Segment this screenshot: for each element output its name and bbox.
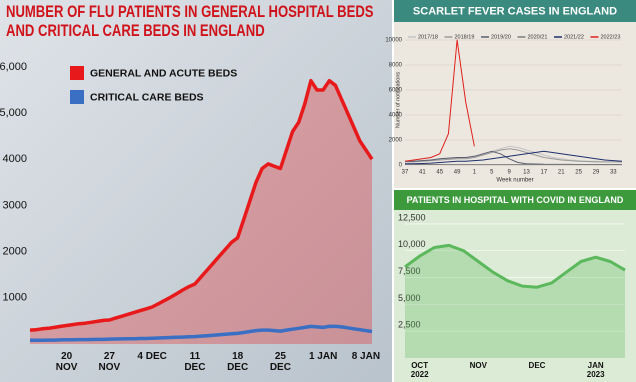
line bbox=[29, 78, 374, 332]
x-tick-label: 41 bbox=[419, 170, 426, 176]
x-tick-label: 1 JAN bbox=[308, 351, 338, 362]
area bbox=[30, 80, 372, 344]
y-tick-label: 0 bbox=[399, 163, 403, 169]
legend-label: GENERAL AND ACUTE BEDS bbox=[90, 67, 237, 79]
x-tick-label: 11 DEC bbox=[184, 351, 206, 373]
x-tick-label: 9 bbox=[507, 170, 511, 176]
x-tick-label: 25 bbox=[575, 170, 582, 176]
y-tick-label: 3000 bbox=[3, 199, 27, 211]
legend-label: 2018/19 bbox=[455, 34, 475, 40]
x-tick-label: 29 bbox=[593, 170, 600, 176]
line bbox=[405, 150, 623, 165]
legend-label: 2020/21 bbox=[528, 34, 548, 40]
x-tick-label: DEC bbox=[528, 361, 546, 370]
x-tick-label: 1 bbox=[473, 170, 477, 176]
y-tick-label: 10,000 bbox=[398, 239, 426, 249]
x-tick-label: NOV bbox=[469, 361, 487, 370]
y-axis-label: Number of notifications bbox=[395, 72, 401, 128]
x-tick-label: JAN 2023 bbox=[586, 361, 605, 379]
x-tick-label: 13 bbox=[523, 170, 530, 176]
legend-label: 2017/18 bbox=[418, 34, 438, 40]
x-tick-label: 45 bbox=[436, 170, 443, 176]
x-tick-label: 21 bbox=[558, 170, 565, 176]
covid-header bbox=[394, 190, 636, 210]
scarlet-header bbox=[394, 0, 636, 22]
x-tick-label: 18 DEC bbox=[227, 351, 249, 373]
chart-title: SCARLET FEVER CASES IN ENGLAND bbox=[413, 5, 617, 17]
y-tick-label: 12,500 bbox=[398, 212, 426, 222]
x-tick-label: 8 JAN bbox=[351, 351, 381, 362]
x-tick-label: 37 bbox=[402, 170, 409, 176]
y-tick-label: 2000 bbox=[3, 246, 27, 258]
y-tick-label: 10000 bbox=[385, 38, 402, 44]
legend-label: 2022/23 bbox=[601, 34, 621, 40]
y-tick-label: 6000 bbox=[389, 88, 403, 94]
legend-swatch bbox=[70, 90, 84, 104]
x-tick-label: 5 bbox=[490, 170, 494, 176]
x-tick-label: 33 bbox=[610, 170, 617, 176]
line bbox=[405, 148, 622, 163]
x-tick-label: 27 NOV bbox=[98, 351, 121, 373]
line bbox=[30, 324, 373, 343]
y-tick-label: 6,000 bbox=[0, 61, 27, 73]
x-tick-label: 4 DEC bbox=[137, 351, 167, 362]
y-tick-label: 8000 bbox=[389, 63, 403, 69]
x-tick-label: 25 DEC bbox=[269, 351, 291, 373]
y-tick-label: 7,500 bbox=[398, 266, 421, 276]
chart-title: PATIENTS IN HOSPITAL WITH COVID IN ENGLA… bbox=[407, 195, 624, 205]
line bbox=[404, 243, 626, 289]
legend-label: 2019/20 bbox=[491, 34, 511, 40]
legend-swatch bbox=[70, 66, 84, 80]
x-tick-label: 17 bbox=[541, 170, 548, 176]
x-tick-label: 20 NOV bbox=[55, 351, 78, 373]
area bbox=[405, 245, 625, 358]
x-tick-label: 49 bbox=[454, 170, 461, 176]
covid-background bbox=[394, 210, 636, 382]
y-tick-label: 5,000 bbox=[0, 107, 27, 119]
chart-title: NUMBER OF FLU PATIENTS IN GENERAL HOSPIT… bbox=[6, 2, 374, 40]
left-background bbox=[0, 0, 392, 382]
x-tick-label: OCT 2022 bbox=[410, 361, 429, 379]
y-tick-label: 4000 bbox=[3, 153, 27, 165]
line bbox=[404, 39, 475, 162]
legend-label: CRITICAL CARE BEDS bbox=[90, 91, 204, 103]
legend-label: 2021/22 bbox=[564, 34, 584, 40]
y-tick-label: 2000 bbox=[389, 138, 403, 144]
y-tick-label: 2,500 bbox=[398, 320, 421, 330]
y-tick-label: 5,000 bbox=[398, 293, 421, 303]
y-tick-label: 4000 bbox=[389, 113, 403, 119]
x-axis-label: Week number bbox=[496, 178, 533, 184]
y-tick-label: 1000 bbox=[3, 292, 27, 304]
